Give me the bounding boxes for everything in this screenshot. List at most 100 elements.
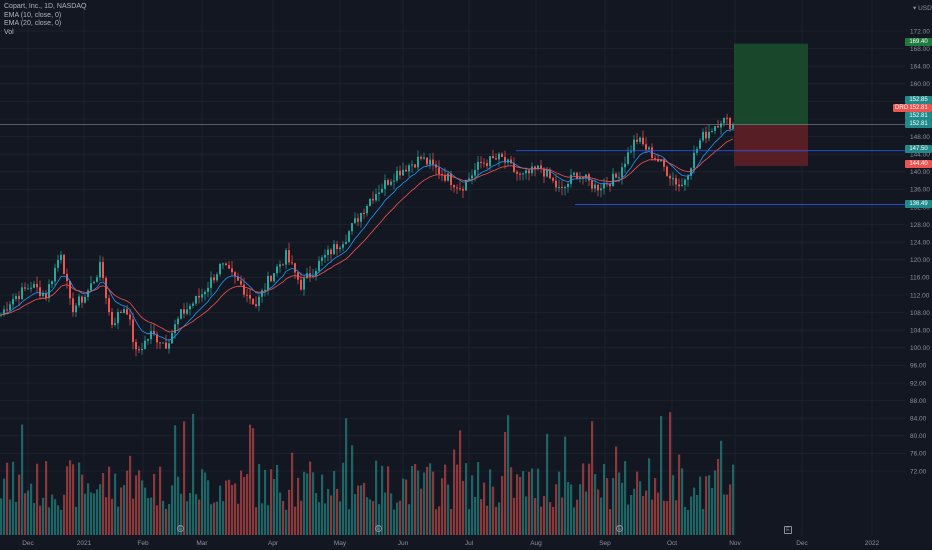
volume-bar: [708, 475, 711, 535]
candle-body: [141, 348, 143, 351]
candle-body: [288, 250, 290, 263]
price-tick-label: 112.00: [910, 292, 930, 299]
volume-bar: [165, 508, 168, 535]
candle-body: [18, 296, 20, 299]
volume-bar: [357, 485, 360, 535]
volume-bar: [426, 466, 429, 535]
candle-body: [591, 180, 593, 189]
candle-body: [693, 152, 695, 169]
candle-body: [132, 319, 134, 343]
price-tick-label: 104.00: [910, 328, 930, 335]
earnings-marker-1[interactable]: E: [177, 525, 184, 532]
legend-symbol[interactable]: Copart, Inc., 1D, NASDAQ: [4, 3, 87, 10]
volume-bar: [717, 458, 720, 535]
legend-vol[interactable]: Vol: [4, 28, 14, 36]
volume-bar: [528, 471, 531, 535]
earnings-marker-2[interactable]: E: [375, 525, 382, 532]
volume-bar: [285, 509, 288, 535]
candle-body: [39, 287, 41, 297]
candle-body: [543, 168, 545, 177]
candle-body: [645, 144, 647, 150]
volume-bar: [342, 462, 345, 535]
earnings-upcoming-badge[interactable]: E: [784, 526, 792, 534]
candle-body: [192, 303, 194, 306]
volume-bar: [720, 440, 723, 535]
candle-body: [492, 156, 494, 159]
volume-bar: [303, 471, 306, 535]
candle-body: [387, 180, 389, 185]
time-tick-label: 2022: [865, 540, 880, 547]
legend-ema10[interactable]: EMA (10, close, 0): [4, 11, 62, 19]
volume-bar: [24, 493, 27, 535]
time-axis[interactable]: Dec 2021 Feb Mar Apr May Jun Jul Aug Sep Oct Nov Dec…: [22, 540, 879, 547]
position-zones[interactable]: [734, 43, 808, 166]
volume-bar: [561, 497, 564, 535]
candle-body: [9, 304, 11, 311]
volume-bar: [180, 493, 183, 535]
volume-bar: [9, 499, 12, 535]
price-tick-label: 148.00: [910, 134, 930, 141]
legend-ema20[interactable]: EMA (20, close, 0): [4, 20, 62, 27]
volume-bar: [147, 498, 150, 535]
candle-body: [291, 262, 293, 264]
candle-body: [318, 260, 320, 271]
volume-bar: [141, 480, 144, 535]
volume-bar: [489, 469, 492, 535]
earnings-marker-3[interactable]: E: [616, 525, 623, 532]
candle-body: [621, 167, 623, 178]
volume-bar: [537, 468, 540, 535]
candle-body: [558, 186, 560, 188]
candle-body: [444, 175, 446, 181]
volume-bar: [54, 499, 57, 535]
candle-body: [216, 274, 218, 281]
candle-body: [177, 318, 179, 325]
volume-bar: [276, 464, 279, 535]
volume-bar: [237, 503, 240, 535]
candle-body: [669, 175, 671, 179]
candle-body: [279, 264, 281, 267]
candle-body: [579, 177, 581, 179]
candle-body: [159, 342, 161, 344]
candle-body: [540, 165, 542, 169]
volume-bar: [177, 476, 180, 535]
volume-bar: [624, 461, 627, 535]
volume-bar: [627, 504, 630, 535]
time-tick-label: Apr: [268, 540, 279, 547]
volume-bar: [600, 497, 603, 535]
candle-body: [639, 137, 641, 142]
candle-body: [537, 165, 539, 170]
candle-body: [81, 296, 83, 303]
volume-bar: [204, 472, 207, 535]
candle-body: [411, 164, 413, 166]
candle-body: [396, 170, 398, 181]
candle-body: [417, 156, 419, 168]
volume-bar: [264, 469, 267, 535]
currency-label[interactable]: ▾ USD: [913, 4, 932, 12]
volume-bar: [156, 505, 159, 535]
candle-body: [363, 212, 365, 214]
volume-bar: [249, 424, 252, 535]
volume-bar: [522, 471, 525, 535]
candle-body: [87, 290, 89, 297]
volume-bar: [15, 502, 18, 535]
volume-bar: [159, 466, 162, 535]
horizontal-levels[interactable]: [0, 124, 905, 206]
volume-bar: [684, 506, 687, 535]
volume-bar: [471, 475, 474, 535]
candle-body: [714, 126, 716, 132]
volume-bar: [468, 509, 471, 535]
candle-body: [198, 295, 200, 298]
candle-body: [720, 123, 722, 128]
candle-body: [150, 331, 152, 340]
position-flag-left[interactable]: DRO: [893, 104, 911, 112]
volume-bars: [0, 412, 735, 535]
volume-bar: [18, 474, 21, 535]
volume-bar: [663, 500, 666, 535]
candle-body: [15, 296, 17, 300]
volume-bar: [441, 478, 444, 535]
volume-bar: [477, 462, 480, 535]
candle-body: [84, 296, 86, 303]
candle-body: [519, 173, 521, 175]
volume-bar: [117, 506, 120, 535]
